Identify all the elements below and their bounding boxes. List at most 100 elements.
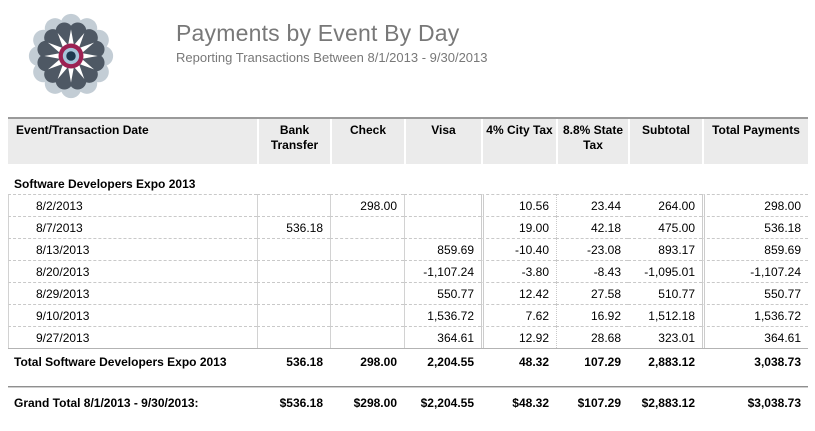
event-group-header-row: Software Developers Expo 2013	[8, 164, 808, 194]
column-header-total-payments: Total Payments	[702, 119, 808, 164]
visa-cell: 550.77	[404, 282, 481, 304]
bank-transfer-cell	[257, 282, 330, 304]
check-cell: 298.00	[330, 194, 404, 216]
city-tax-cell: 7.62	[481, 304, 556, 326]
table-body: Software Developers Expo 2013 8/2/2013 2…	[8, 164, 808, 414]
report-header: Payments by Event By Day Reporting Trans…	[0, 0, 815, 117]
grand-city-tax: $48.32	[481, 387, 556, 414]
state-tax-cell: -23.08	[556, 238, 628, 260]
grand-total-payments: $3,038.73	[702, 387, 808, 414]
state-tax-cell: 28.68	[556, 326, 628, 348]
city-tax-cell: 12.42	[481, 282, 556, 304]
subtotal-cell: 510.77	[628, 282, 702, 304]
bank-transfer-cell: 536.18	[257, 216, 330, 238]
payments-table: Event/Transaction Date Bank Transfer Che…	[8, 117, 808, 414]
city-tax-cell: 12.92	[481, 326, 556, 348]
grand-check: $298.00	[330, 387, 404, 414]
column-header-check: Check	[330, 119, 404, 164]
total-payments-cell: -1,107.24	[702, 260, 808, 282]
date-cell: 8/20/2013	[8, 260, 257, 282]
spacer-cell	[8, 374, 808, 387]
column-header-visa: Visa	[404, 119, 481, 164]
total-payments-cell: 550.77	[702, 282, 808, 304]
event-group-name: Software Developers Expo 2013	[14, 177, 196, 191]
date-cell: 9/10/2013	[8, 304, 257, 326]
state-tax-cell: 16.92	[556, 304, 628, 326]
visa-cell	[404, 194, 481, 216]
check-cell	[330, 238, 404, 260]
check-cell	[330, 304, 404, 326]
bank-transfer-total: 536.18	[257, 348, 330, 374]
grand-state-tax: $107.29	[556, 387, 628, 414]
page-subtitle: Reporting Transactions Between 8/1/2013 …	[176, 50, 488, 66]
subtotal-cell: 1,512.18	[628, 304, 702, 326]
state-tax-total: 107.29	[556, 348, 628, 374]
visa-cell: -1,107.24	[404, 260, 481, 282]
bank-transfer-cell	[257, 260, 330, 282]
grand-total-label: Grand Total 8/1/2013 - 9/30/2013:	[8, 387, 257, 414]
bank-transfer-cell	[257, 326, 330, 348]
bank-transfer-cell	[257, 194, 330, 216]
table-row: 9/10/2013 1,536.72 7.62 16.92 1,512.18 1…	[8, 304, 808, 326]
total-payments-cell: 1,536.72	[702, 304, 808, 326]
header-row: Event/Transaction Date Bank Transfer Che…	[8, 119, 808, 164]
spacer-row	[8, 374, 808, 387]
page-title: Payments by Event By Day	[176, 20, 460, 46]
bank-transfer-cell	[257, 304, 330, 326]
total-payments-cell: 859.69	[702, 238, 808, 260]
state-tax-cell: 23.44	[556, 194, 628, 216]
subtotal-cell: 893.17	[628, 238, 702, 260]
date-cell: 8/2/2013	[8, 194, 257, 216]
column-header-city-tax: 4% City Tax	[481, 119, 556, 164]
grand-total-row: Grand Total 8/1/2013 - 9/30/2013: $536.1…	[8, 387, 808, 414]
table-row: 9/27/2013 364.61 12.92 28.68 323.01 364.…	[8, 326, 808, 348]
table-row: 8/2/2013 298.00 10.56 23.44 264.00 298.0…	[8, 194, 808, 216]
city-tax-cell: -10.40	[481, 238, 556, 260]
date-cell: 9/27/2013	[8, 326, 257, 348]
title-block: Payments by Event By Day Reporting Trans…	[176, 13, 488, 65]
check-total: 298.00	[330, 348, 404, 374]
state-tax-cell: 42.18	[556, 216, 628, 238]
table-row: 8/13/2013 859.69 -10.40 -23.08 893.17 85…	[8, 238, 808, 260]
visa-cell	[404, 216, 481, 238]
subtotal-cell: 475.00	[628, 216, 702, 238]
flower-rosette-icon	[28, 13, 114, 99]
check-cell	[330, 326, 404, 348]
total-payments-cell: 536.18	[702, 216, 808, 238]
check-cell	[330, 260, 404, 282]
visa-cell: 859.69	[404, 238, 481, 260]
grand-bank-transfer: $536.18	[257, 387, 330, 414]
date-cell: 8/13/2013	[8, 238, 257, 260]
state-tax-cell: 27.58	[556, 282, 628, 304]
table-row: 8/20/2013 -1,107.24 -3.80 -8.43 -1,095.0…	[8, 260, 808, 282]
column-header-state-tax: 8.8% State Tax	[556, 119, 628, 164]
total-payments-cell: 364.61	[702, 326, 808, 348]
city-tax-cell: 10.56	[481, 194, 556, 216]
table-row: 8/7/2013 536.18 19.00 42.18 475.00 536.1…	[8, 216, 808, 238]
company-logo	[28, 13, 114, 99]
date-cell: 8/29/2013	[8, 282, 257, 304]
visa-total: 2,204.55	[404, 348, 481, 374]
event-total-row: Total Software Developers Expo 2013 536.…	[8, 348, 808, 374]
check-cell	[330, 216, 404, 238]
column-header-subtotal: Subtotal	[628, 119, 702, 164]
subtotal-cell: 264.00	[628, 194, 702, 216]
visa-cell: 1,536.72	[404, 304, 481, 326]
date-cell: 8/7/2013	[8, 216, 257, 238]
total-payments-cell: 298.00	[702, 194, 808, 216]
city-tax-cell: 19.00	[481, 216, 556, 238]
table-row: 8/29/2013 550.77 12.42 27.58 510.77 550.…	[8, 282, 808, 304]
grand-visa: $2,204.55	[404, 387, 481, 414]
bank-transfer-cell	[257, 238, 330, 260]
total-payments-total: 3,038.73	[702, 348, 808, 374]
subtotal-cell: 323.01	[628, 326, 702, 348]
column-header-bank-transfer: Bank Transfer	[257, 119, 330, 164]
city-tax-cell: -3.80	[481, 260, 556, 282]
grand-subtotal: $2,883.12	[628, 387, 702, 414]
column-header-date: Event/Transaction Date	[8, 119, 257, 164]
event-total-label: Total Software Developers Expo 2013	[8, 348, 257, 374]
subtotal-total: 2,883.12	[628, 348, 702, 374]
subtotal-cell: -1,095.01	[628, 260, 702, 282]
state-tax-cell: -8.43	[556, 260, 628, 282]
